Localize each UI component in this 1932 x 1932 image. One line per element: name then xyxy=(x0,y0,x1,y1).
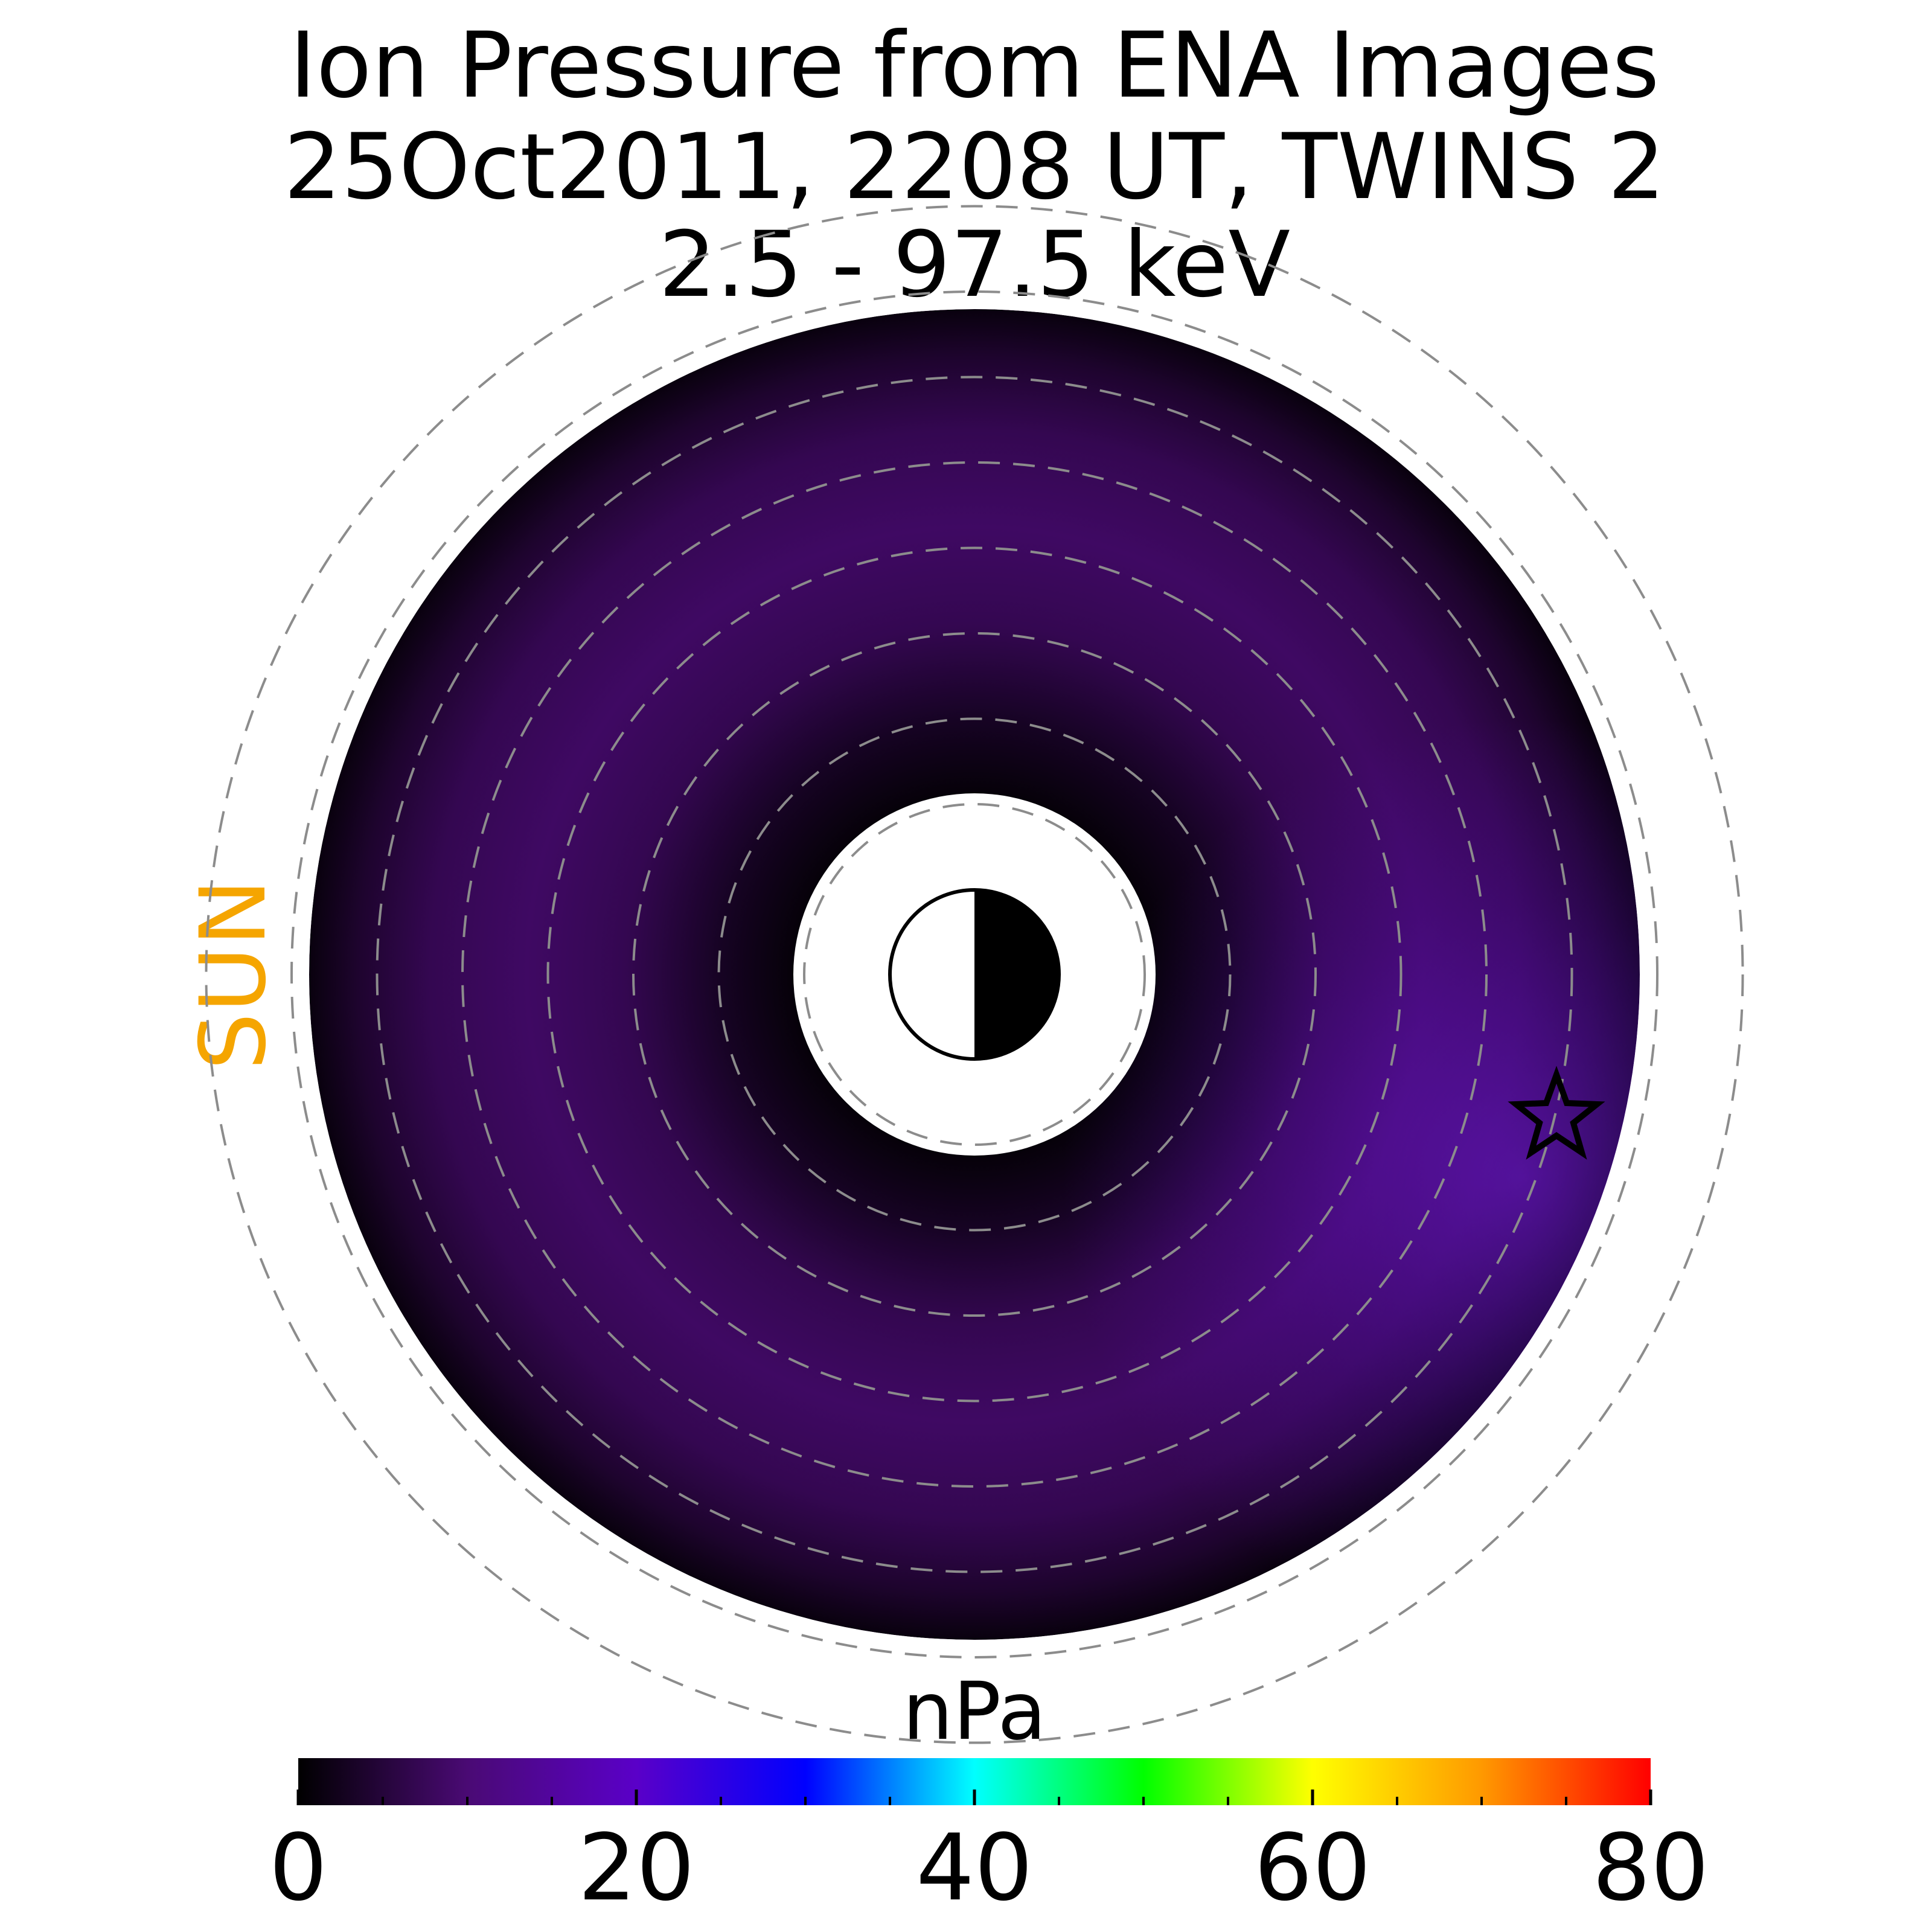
colorbar-tick-label: 20 xyxy=(578,1814,694,1921)
title-line-3: 2.5 - 97.5 keV xyxy=(659,213,1290,318)
colorbar-tick-labels: 0 20 40 60 80 xyxy=(269,1814,1709,1921)
grid-ring xyxy=(717,717,1232,1232)
grid-ring xyxy=(632,632,1317,1317)
title-line-2: 25Oct2011, 2208 UT, TWINS 2 xyxy=(284,115,1665,220)
grid-ring xyxy=(546,546,1403,1403)
spacecraft-star-icon xyxy=(1508,1066,1605,1160)
grid-ring xyxy=(290,290,1659,1659)
grid-rings xyxy=(205,205,1744,1744)
colorbar-tick-label: 60 xyxy=(1254,1814,1371,1921)
chart-title: Ion Pressure from ENA Images 25Oct2011, … xyxy=(284,13,1665,318)
duskside-enhancement xyxy=(1063,718,1932,1636)
earth-day-half xyxy=(890,890,974,1059)
grid-ring xyxy=(205,205,1744,1744)
colorbar-tick-label: 0 xyxy=(269,1814,328,1921)
earth-icon xyxy=(888,888,1061,1061)
grid-ring xyxy=(461,461,1488,1488)
colorbar-label: nPa xyxy=(903,1665,1046,1758)
grid-ring xyxy=(803,803,1146,1146)
sun-label: SUN xyxy=(181,878,286,1070)
earth-outline xyxy=(888,888,1061,1061)
colorbar-tick-label: 80 xyxy=(1592,1814,1709,1921)
earth-night-half xyxy=(974,890,1059,1059)
title-line-1: Ion Pressure from ENA Images xyxy=(290,13,1660,118)
colorbar: nPa 0 20 40 60 80 xyxy=(269,1665,1709,1921)
pressure-annulus xyxy=(309,309,1932,1640)
colorbar-ticks xyxy=(296,1790,1652,1805)
colorbar-tick-label: 40 xyxy=(916,1814,1032,1921)
grid-ring xyxy=(376,376,1573,1573)
